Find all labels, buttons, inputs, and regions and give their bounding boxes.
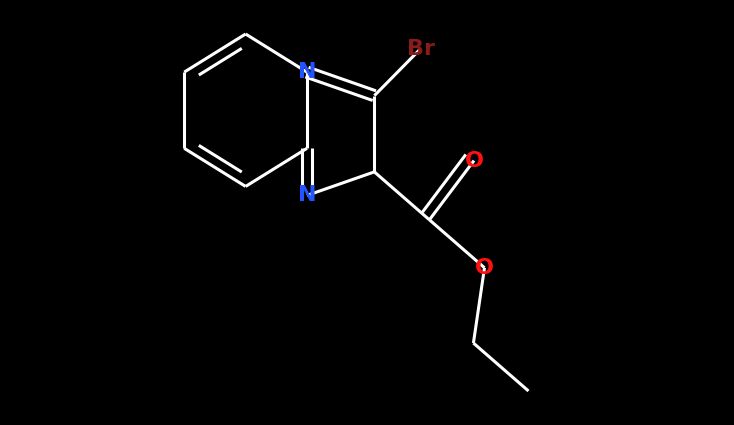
Text: Br: Br: [407, 39, 435, 59]
Text: O: O: [465, 150, 484, 170]
Text: N: N: [298, 185, 316, 205]
Text: N: N: [298, 62, 316, 82]
Text: O: O: [475, 258, 494, 278]
